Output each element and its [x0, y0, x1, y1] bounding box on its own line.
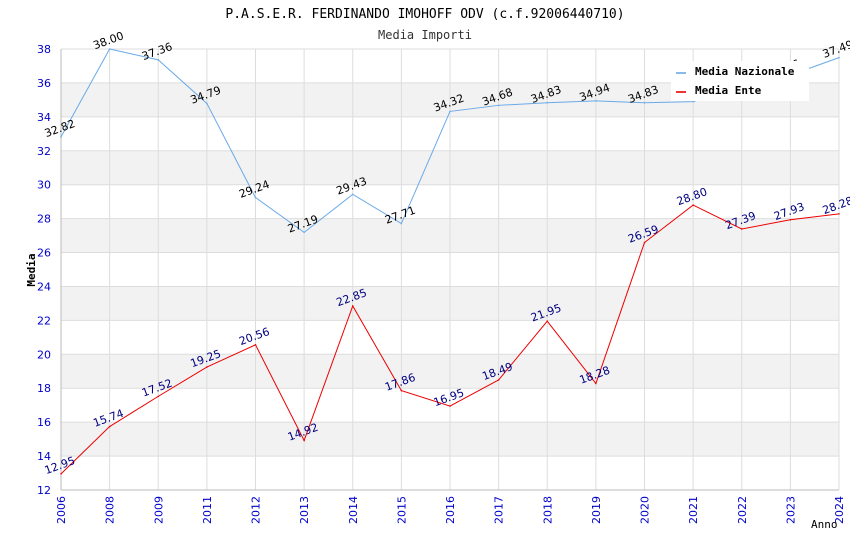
y-axis-label: Media — [25, 253, 38, 286]
data-point-media-ente — [400, 389, 403, 392]
chart-subtitle: Media Importi — [378, 28, 472, 42]
legend-label-media-ente: Media Ente — [695, 84, 762, 97]
data-point-media-nazionale — [206, 102, 208, 105]
data-point-media-nazionale — [546, 101, 549, 104]
y-tick-label: 24 — [37, 280, 51, 293]
x-tick-label: 2020 — [639, 496, 652, 524]
y-tick-label: 16 — [37, 416, 51, 429]
y-tick-label: 34 — [37, 111, 51, 124]
data-point-media-nazionale — [595, 100, 597, 102]
x-tick-label: 2015 — [395, 496, 408, 524]
data-point-media-nazionale — [303, 231, 305, 234]
x-tick-label: 2014 — [347, 496, 360, 524]
x-tick-label: 2024 — [833, 496, 846, 524]
x-tick-label: 2023 — [784, 496, 797, 524]
y-tick-label: 22 — [37, 314, 51, 327]
data-point-media-nazionale — [643, 101, 646, 104]
x-tick-label: 2013 — [298, 496, 311, 524]
x-tick-label: 2018 — [541, 496, 554, 524]
data-point-media-nazionale — [108, 48, 111, 50]
legend: Media Nazionale Media Ente — [671, 61, 809, 101]
legend-box — [671, 61, 809, 101]
data-point-media-ente — [740, 228, 743, 230]
y-tick-label: 12 — [37, 484, 51, 497]
x-tick-label: 2008 — [104, 496, 117, 524]
data-point-media-ente — [546, 320, 549, 323]
chart-title: P.A.S.E.R. FERDINANDO IMOHOFF ODV (c.f.9… — [225, 7, 624, 22]
data-point-media-ente — [643, 241, 646, 244]
x-tick-label: 2019 — [590, 496, 603, 524]
x-tick-label: 2012 — [250, 496, 263, 524]
data-point-media-ente — [157, 395, 160, 398]
y-tick-label: 38 — [37, 43, 51, 56]
y-tick-label: 28 — [37, 213, 51, 226]
data-point-media-nazionale — [60, 136, 62, 138]
data-point-media-ente — [254, 344, 257, 346]
data-point-media-nazionale — [400, 222, 403, 225]
data-point-media-ente — [595, 382, 597, 385]
y-axis-ticks: 12 14 16 18 20 22 24 26 28 30 32 34 36 38 — [37, 43, 51, 497]
y-tick-label: 36 — [37, 77, 51, 90]
y-tick-label: 18 — [37, 382, 51, 395]
data-point-media-ente — [449, 405, 451, 407]
data-point-media-ente — [789, 219, 792, 221]
data-point-media-ente — [108, 425, 111, 428]
y-tick-label: 30 — [37, 179, 51, 192]
y-tick-label: 20 — [37, 348, 51, 361]
data-point-media-ente — [303, 439, 305, 442]
x-tick-label: 2022 — [736, 496, 749, 524]
y-tick-label: 26 — [37, 247, 51, 260]
x-tick-label: 2009 — [152, 496, 165, 524]
legend-label-media-nazionale: Media Nazionale — [695, 65, 795, 78]
data-point-media-nazionale — [351, 193, 354, 196]
grid-lines — [60, 48, 840, 491]
x-tick-label: 2006 — [55, 496, 68, 524]
x-tick-label: 2017 — [493, 496, 506, 524]
data-point-media-nazionale — [254, 196, 257, 199]
data-point-media-ente — [351, 305, 354, 307]
x-axis-ticks: 2006 2008 2009 2011 2012 2013 2014 2015 2016 2017… — [55, 496, 846, 524]
x-tick-label: 2021 — [687, 496, 700, 524]
y-tick-label: 32 — [37, 145, 51, 158]
data-point-media-ente — [206, 366, 208, 368]
data-point-media-nazionale — [449, 110, 451, 113]
y-tick-label: 14 — [37, 450, 51, 463]
x-tick-label: 2016 — [444, 496, 457, 524]
x-axis-label: Anno — [811, 518, 838, 531]
data-point-media-ente — [60, 473, 62, 475]
data-point-media-ente — [838, 213, 840, 215]
data-point-media-nazionale — [157, 59, 160, 61]
data-point-media-nazionale — [838, 56, 840, 59]
x-tick-label: 2011 — [201, 496, 214, 524]
data-point-media-ente — [692, 204, 694, 206]
data-point-media-ente — [497, 379, 500, 381]
data-point-media-nazionale — [497, 104, 500, 107]
data-point-media-nazionale — [692, 100, 694, 103]
